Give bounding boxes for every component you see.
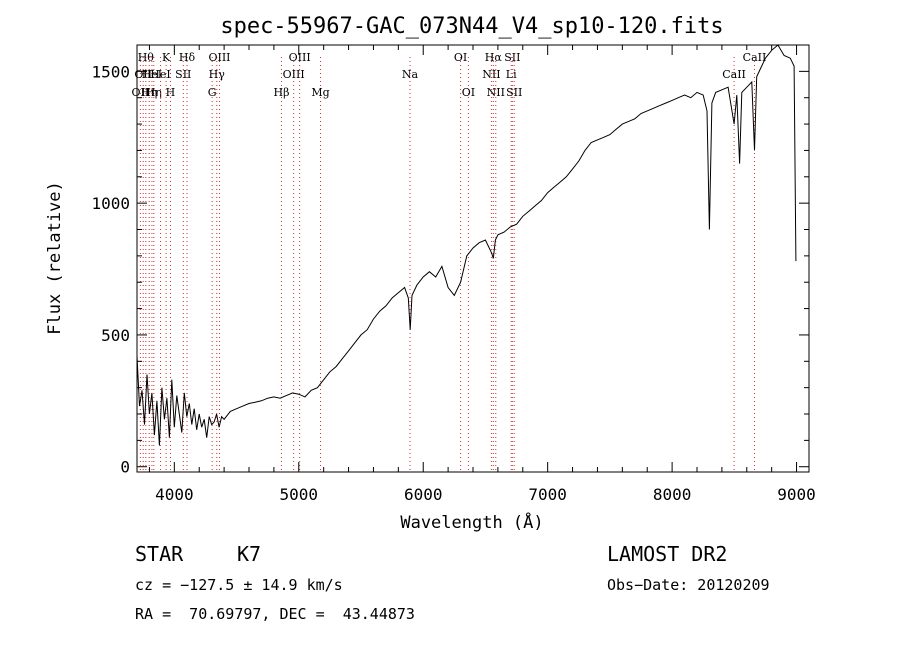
chart-title: spec-55967-GAC_073N44_V4_sp10-120.fits	[220, 14, 723, 39]
line-marker-label: H	[166, 86, 176, 99]
x-tick-label: 6000	[404, 485, 443, 504]
line-marker-label: OI	[454, 51, 467, 64]
survey-label: LAMOST DR2	[607, 542, 728, 566]
line-marker-label: Mg	[311, 86, 329, 99]
y-tick-label: 1000	[91, 194, 130, 213]
star-subclass-label: K7	[237, 542, 262, 566]
line-marker-label: Hη	[146, 86, 162, 99]
line-marker-label: Hη	[141, 86, 157, 99]
line-marker-label: SII	[504, 51, 520, 64]
spectrum-series-line	[136, 44, 797, 446]
x-tick-label: 9000	[777, 485, 816, 504]
line-marker-label: Hγ	[209, 68, 226, 81]
line-marker-label: NII	[482, 68, 500, 81]
plot-frame	[136, 44, 810, 473]
line-marker-label: Hβ	[274, 86, 290, 99]
x-tick-label: 8000	[653, 485, 692, 504]
x-tick-label: 7000	[528, 485, 567, 504]
line-marker-label: Na	[402, 68, 419, 81]
obs-date-readout: Obs−Date: 20120209	[607, 576, 770, 594]
line-marker-label: OIII	[208, 51, 230, 64]
line-marker-label: SII	[506, 86, 522, 99]
line-marker-label: Hθ	[138, 51, 155, 64]
line-marker-label: Li	[506, 68, 517, 81]
redshift-readout: cz = −127.5 ± 14.9 km/s	[135, 576, 343, 594]
y-tick-label: 500	[101, 326, 130, 345]
line-marker-label: Hδ	[179, 51, 196, 64]
y-tick-label: 1500	[91, 62, 130, 81]
line-marker-label: CaII	[722, 68, 746, 81]
line-marker-label: OIII	[289, 51, 311, 64]
line-marker-label: NII	[487, 86, 505, 99]
line-marker-label: CaII	[743, 51, 767, 64]
line-marker-label: OII	[132, 86, 150, 99]
line-marker-label: Hα	[485, 51, 503, 64]
y-axis-label: Flux (relative)	[45, 181, 65, 335]
line-marker-label: G	[208, 86, 217, 99]
line-marker-label: K	[162, 51, 171, 64]
x-axis-label: Wavelength (Å)	[400, 511, 543, 533]
coordinates-readout: RA = 70.69797, DEC = 43.44873	[135, 605, 415, 623]
x-tick-label: 4000	[155, 485, 194, 504]
axis-ticks: 4000 5000 6000 7000 8000 9000 0 500 1000 1500	[91, 45, 816, 504]
emission-line-markers: OIIOIIHθHηHeIHηHeIKHSIIHδGHγOIIIHβOIIIOI…	[132, 51, 767, 472]
y-tick-label: 0	[120, 458, 130, 477]
line-marker-label: SII	[175, 68, 191, 81]
star-class-label: STAR	[135, 542, 184, 566]
line-marker-label: OIII	[283, 68, 305, 81]
line-marker-label: OI	[462, 86, 475, 99]
x-tick-label: 5000	[280, 485, 319, 504]
line-marker-label: HeI	[150, 68, 170, 81]
